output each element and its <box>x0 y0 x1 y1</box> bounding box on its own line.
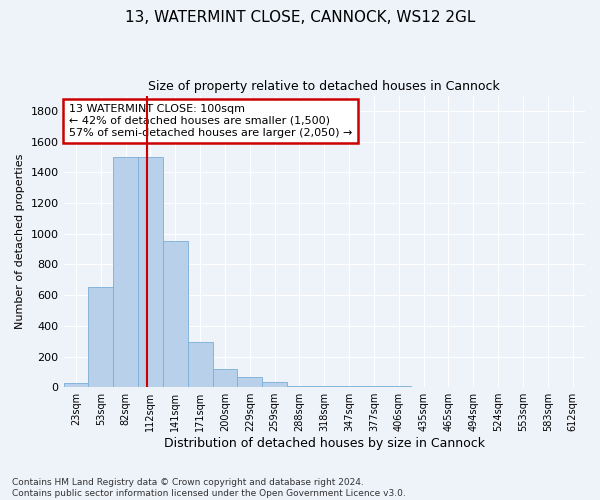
X-axis label: Distribution of detached houses by size in Cannock: Distribution of detached houses by size … <box>164 437 485 450</box>
Bar <box>188 342 212 387</box>
Bar <box>64 382 88 387</box>
Text: Contains HM Land Registry data © Crown copyright and database right 2024.
Contai: Contains HM Land Registry data © Crown c… <box>12 478 406 498</box>
Bar <box>337 386 362 387</box>
Bar <box>287 386 312 387</box>
Bar <box>138 157 163 387</box>
Bar <box>312 386 337 387</box>
Bar <box>113 157 138 387</box>
Title: Size of property relative to detached houses in Cannock: Size of property relative to detached ho… <box>148 80 500 93</box>
Text: 13 WATERMINT CLOSE: 100sqm
← 42% of detached houses are smaller (1,500)
57% of s: 13 WATERMINT CLOSE: 100sqm ← 42% of deta… <box>69 104 352 138</box>
Bar <box>386 386 411 387</box>
Bar <box>88 288 113 387</box>
Bar <box>163 242 188 387</box>
Bar <box>212 369 238 387</box>
Bar <box>262 382 287 387</box>
Bar <box>362 386 386 387</box>
Bar <box>238 377 262 387</box>
Text: 13, WATERMINT CLOSE, CANNOCK, WS12 2GL: 13, WATERMINT CLOSE, CANNOCK, WS12 2GL <box>125 10 475 25</box>
Y-axis label: Number of detached properties: Number of detached properties <box>15 154 25 329</box>
